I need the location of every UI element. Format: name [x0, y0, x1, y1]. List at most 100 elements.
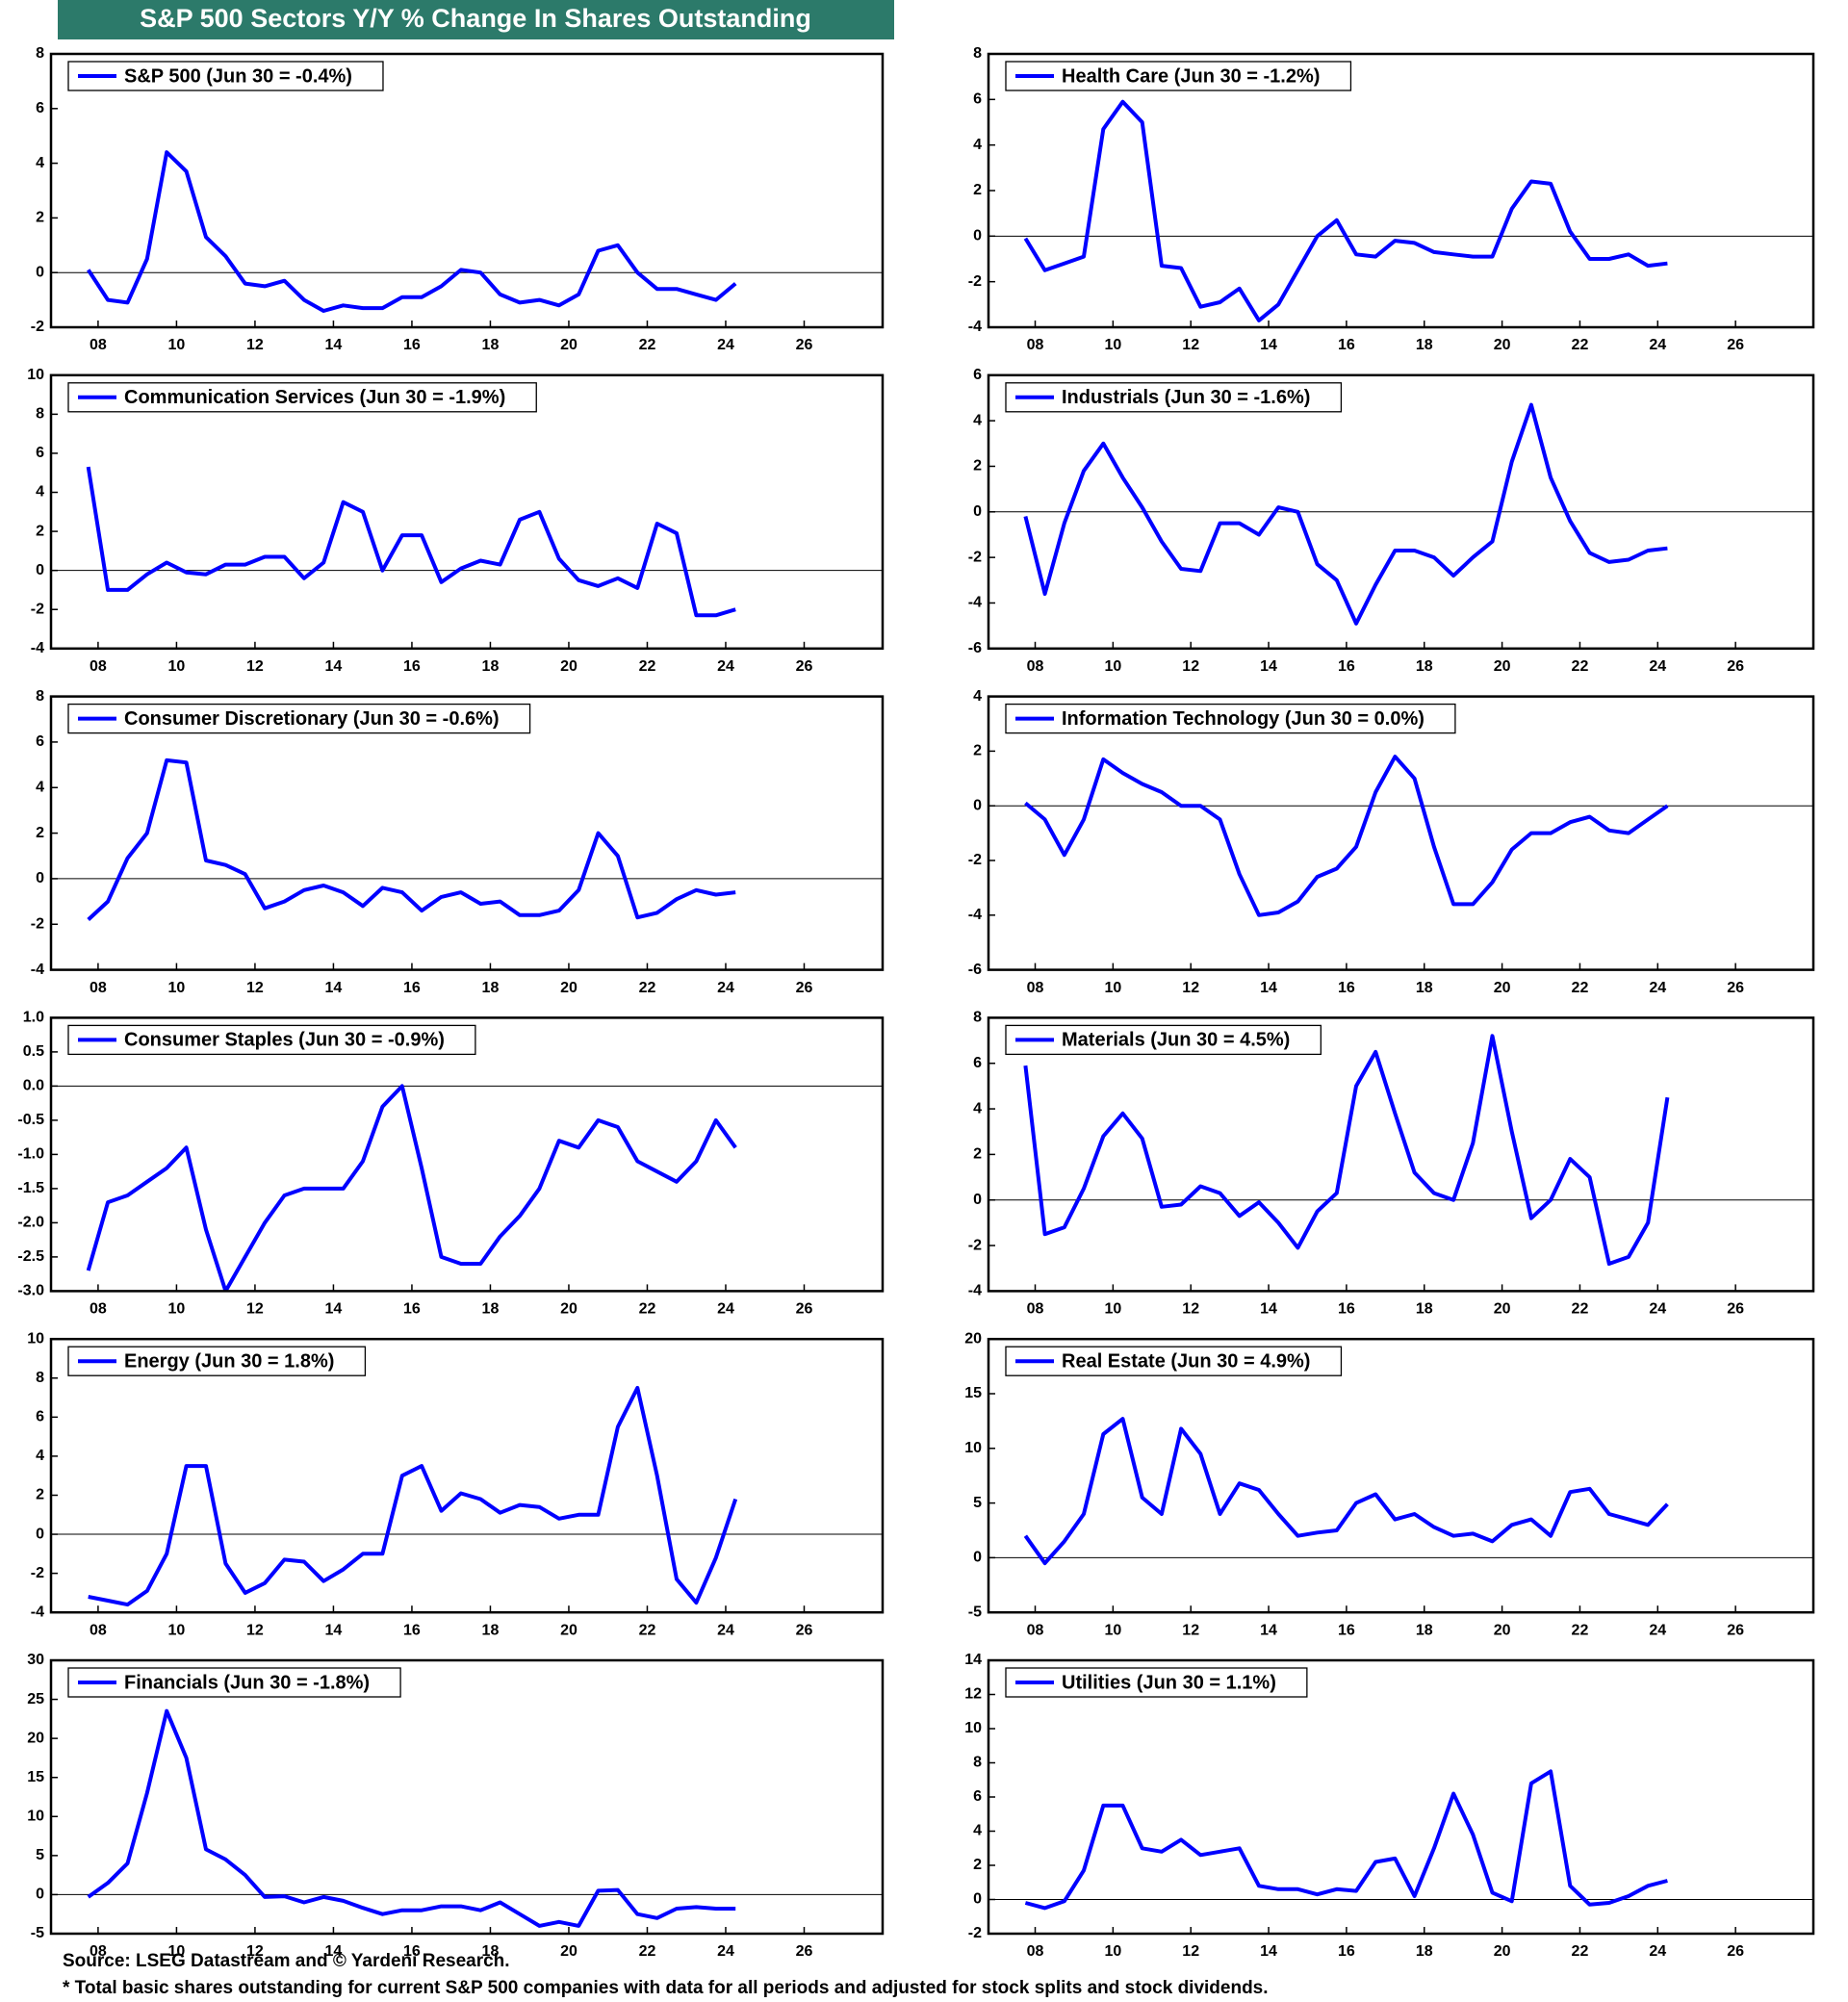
x-tick-label: 26 — [1727, 1301, 1744, 1318]
x-tick-label: 10 — [168, 658, 186, 675]
y-tick-label: -5 — [31, 1925, 44, 1941]
y-tick-label: 8 — [973, 1755, 982, 1771]
y-tick-label: -6 — [968, 962, 982, 978]
y-tick-label: -2 — [968, 1237, 982, 1253]
x-tick-label: 14 — [325, 1301, 343, 1318]
x-tick-label: 20 — [560, 1622, 578, 1638]
x-tick-label: 10 — [1104, 1301, 1121, 1318]
x-tick-label: 22 — [639, 980, 656, 996]
legend-label: Communication Services (Jun 30 = -1.9%) — [124, 387, 505, 408]
y-tick-label: 4 — [973, 137, 982, 153]
x-tick-label: 18 — [1416, 1622, 1433, 1638]
legend: Real Estate (Jun 30 = 4.9%) — [1005, 1346, 1343, 1376]
x-tick-label: 14 — [325, 1622, 343, 1638]
y-tick-label: -4 — [968, 595, 982, 611]
x-tick-label: 08 — [90, 658, 107, 675]
y-tick-label: -3.0 — [17, 1283, 44, 1299]
y-tick-label: 10 — [27, 367, 44, 383]
x-tick-label: 12 — [246, 1943, 264, 1960]
x-tick-label: 12 — [246, 1622, 264, 1638]
x-tick-label: 16 — [1338, 658, 1355, 675]
x-tick-label: 18 — [1416, 1943, 1433, 1960]
x-tick-label: 22 — [1572, 1301, 1589, 1318]
legend-label: Health Care (Jun 30 = -1.2%) — [1062, 65, 1320, 87]
x-tick-label: 12 — [1182, 1622, 1199, 1638]
series-line — [1023, 99, 1668, 322]
y-tick-label: -4 — [968, 907, 982, 923]
footnote: * Total basic shares outstanding for cur… — [63, 1978, 1269, 1998]
x-tick-label: 14 — [325, 337, 343, 353]
legend-label: Energy (Jun 30 = 1.8%) — [124, 1350, 334, 1372]
x-tick-label: 20 — [1494, 1943, 1511, 1960]
x-tick-label: 22 — [639, 1301, 656, 1318]
y-tick-label: 4 — [36, 484, 44, 500]
legend: S&P 500 (Jun 30 = -0.4%) — [67, 61, 384, 91]
legend: Consumer Staples (Jun 30 = -0.9%) — [67, 1024, 476, 1056]
legend-box — [67, 382, 537, 413]
x-tick-label: 14 — [1260, 1622, 1277, 1638]
x-tick-label: 16 — [403, 337, 421, 353]
x-tick-label: 24 — [1649, 980, 1666, 996]
y-tick-label: 2 — [36, 1487, 44, 1503]
y-tick-label: 0 — [36, 870, 44, 886]
series-line — [86, 1084, 737, 1292]
y-tick-label: 6 — [973, 1788, 982, 1805]
plot-frame — [987, 1658, 1815, 1936]
y-tick-label: 6 — [973, 367, 982, 383]
x-tick-label: 16 — [1338, 337, 1355, 353]
x-tick-label: 18 — [1416, 337, 1433, 353]
x-tick-label: 16 — [403, 1622, 421, 1638]
y-tick-label: -2 — [968, 852, 982, 868]
x-tick-label: 20 — [560, 980, 578, 996]
x-tick-label: 22 — [639, 1622, 656, 1638]
y-tick-label: 4 — [973, 1823, 982, 1839]
x-tick-label: 14 — [1260, 1301, 1277, 1318]
x-tick-label: 16 — [1338, 1301, 1355, 1318]
y-tick-label: -2 — [968, 273, 982, 290]
x-tick-label: 08 — [1027, 658, 1044, 675]
legend: Industrials (Jun 30 = -1.6%) — [1005, 382, 1343, 413]
legend-label: Financials (Jun 30 = -1.8%) — [124, 1672, 370, 1693]
y-tick-label: -4 — [31, 1604, 44, 1620]
x-tick-label: 08 — [1027, 1622, 1044, 1638]
x-tick-label: 18 — [482, 1622, 500, 1638]
plot-frame — [987, 373, 1815, 651]
x-tick-label: 08 — [90, 1301, 107, 1318]
y-tick-label: 14 — [964, 1652, 982, 1668]
legend-box — [1005, 1346, 1343, 1376]
y-tick-label: 6 — [973, 91, 982, 108]
x-tick-label: 12 — [246, 980, 264, 996]
plot-frame — [49, 373, 885, 651]
x-tick-label: 08 — [1027, 337, 1044, 353]
y-tick-label: 8 — [36, 1370, 44, 1386]
y-tick-label: 4 — [973, 412, 982, 428]
x-tick-label: 18 — [1416, 980, 1433, 996]
x-tick-label: 10 — [168, 1943, 186, 1960]
y-tick-label: 1.0 — [23, 1010, 44, 1026]
x-tick-label: 18 — [482, 1301, 500, 1318]
y-tick-label: 0.5 — [23, 1043, 44, 1060]
x-tick-label: 16 — [403, 658, 421, 675]
x-tick-label: 20 — [560, 337, 578, 353]
series-line — [1024, 755, 1669, 917]
x-tick-label: 08 — [90, 980, 107, 996]
x-tick-label: 10 — [168, 337, 186, 353]
x-tick-label: 26 — [1727, 658, 1744, 675]
y-tick-label: 10 — [27, 1809, 44, 1825]
x-tick-label: 26 — [796, 1943, 813, 1960]
figure-title: S&P 500 Sectors Y/Y % Change In Shares O… — [140, 4, 811, 33]
x-tick-label: 12 — [1182, 1301, 1199, 1318]
y-tick-label: 10 — [964, 1720, 982, 1736]
y-tick-label: 0 — [36, 1886, 44, 1903]
x-tick-label: 10 — [168, 980, 186, 996]
x-tick-label: 20 — [560, 1943, 578, 1960]
x-tick-label: 20 — [1494, 658, 1511, 675]
x-tick-label: 10 — [1104, 337, 1121, 353]
x-tick-label: 16 — [403, 1943, 421, 1960]
x-tick-label: 20 — [1494, 1622, 1511, 1638]
x-tick-label: 26 — [1727, 980, 1744, 996]
x-tick-label: 10 — [168, 1301, 186, 1318]
x-tick-label: 20 — [560, 658, 578, 675]
legend-box — [67, 703, 531, 734]
